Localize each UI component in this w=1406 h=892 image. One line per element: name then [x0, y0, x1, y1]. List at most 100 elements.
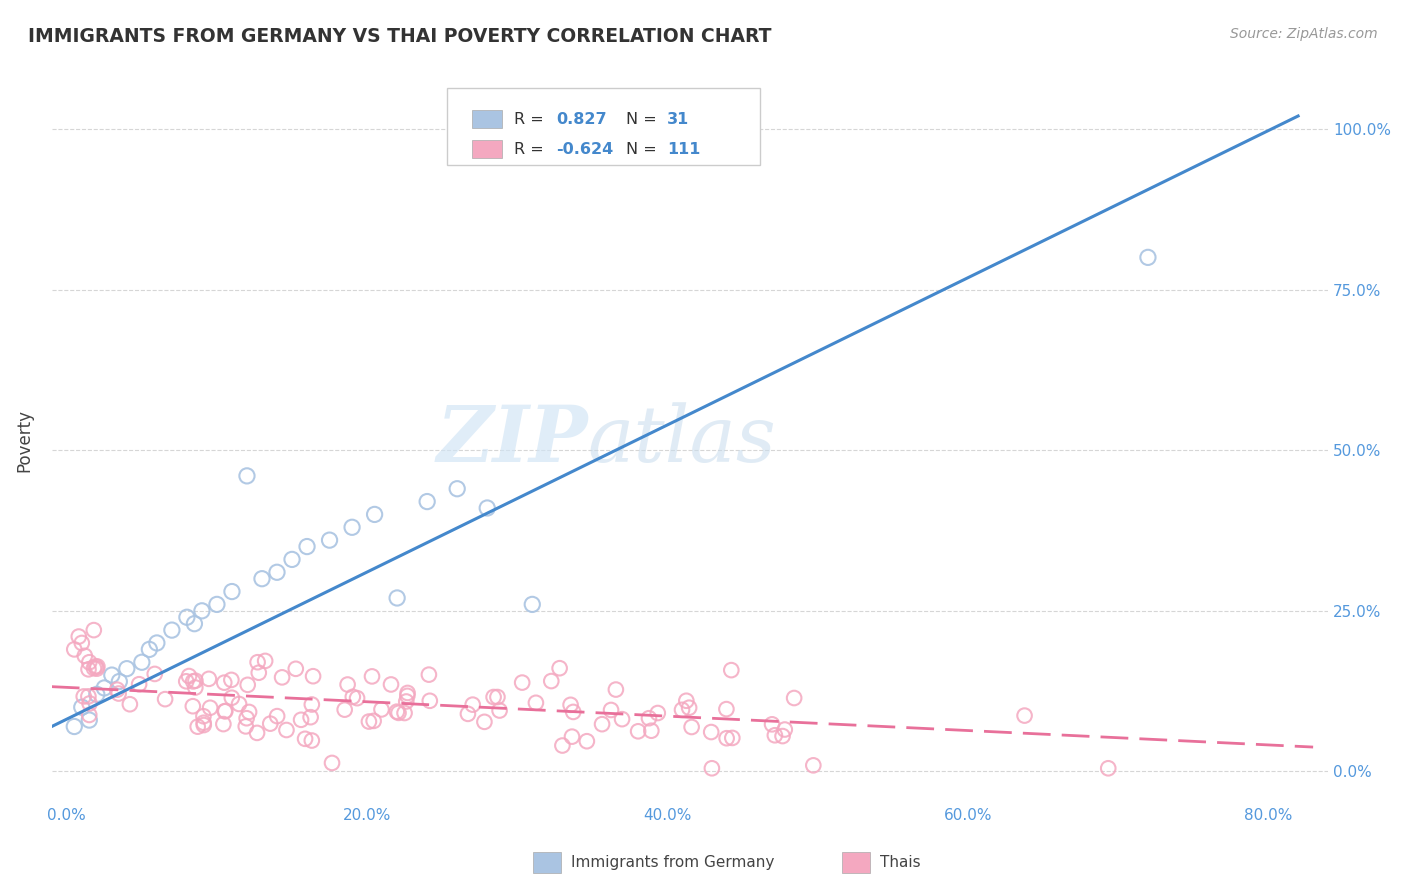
Point	[524, 696, 547, 710]
Point	[228, 697, 250, 711]
Point	[63, 642, 86, 657]
Point	[79, 713, 101, 727]
FancyBboxPatch shape	[447, 87, 761, 165]
Point	[721, 731, 744, 745]
Point	[700, 725, 723, 739]
Point	[73, 690, 96, 704]
Text: IMMIGRANTS FROM GERMANY VS THAI POVERTY CORRELATION CHART: IMMIGRANTS FROM GERMANY VS THAI POVERTY …	[28, 27, 772, 45]
Point	[575, 734, 598, 748]
Point	[763, 728, 786, 742]
Point	[247, 665, 270, 680]
Point	[259, 716, 281, 731]
Point	[236, 468, 259, 483]
Text: N =: N =	[626, 112, 662, 127]
Point	[83, 661, 105, 675]
Point	[198, 672, 221, 686]
Point	[181, 674, 204, 689]
Point	[716, 731, 738, 746]
Point	[418, 667, 440, 681]
Point	[1136, 251, 1159, 265]
Point	[193, 715, 215, 730]
Point	[191, 604, 214, 618]
Point	[77, 662, 100, 676]
Point	[610, 712, 633, 726]
Text: Immigrants from Germany: Immigrants from Germany	[571, 855, 775, 870]
Point	[700, 761, 723, 775]
Point	[416, 494, 439, 508]
Point	[551, 739, 574, 753]
Point	[128, 677, 150, 691]
Point	[86, 659, 108, 673]
Point	[488, 704, 510, 718]
Point	[266, 709, 288, 723]
Point	[394, 706, 416, 720]
Point	[302, 669, 325, 683]
Point	[486, 690, 509, 704]
Point	[396, 686, 419, 700]
Point	[301, 698, 323, 712]
Point	[174, 674, 197, 689]
Point	[560, 698, 582, 712]
Point	[246, 655, 269, 669]
Point	[419, 694, 441, 708]
Point	[638, 711, 661, 725]
Point	[299, 710, 322, 724]
Point	[79, 655, 101, 669]
Point	[77, 708, 100, 723]
Point	[457, 706, 479, 721]
Point	[333, 703, 356, 717]
Point	[221, 584, 243, 599]
Text: Thais: Thais	[880, 855, 921, 870]
Point	[160, 623, 183, 637]
Point	[321, 756, 343, 770]
Point	[184, 673, 207, 688]
Point	[561, 730, 583, 744]
Point	[336, 677, 359, 691]
Point	[235, 719, 257, 733]
Point	[363, 508, 385, 522]
Point	[671, 703, 693, 717]
Point	[107, 687, 129, 701]
Point	[773, 723, 796, 737]
Point	[600, 703, 623, 717]
Point	[357, 714, 380, 729]
Text: Source: ZipAtlas.com: Source: ZipAtlas.com	[1230, 27, 1378, 41]
Point	[301, 733, 323, 747]
Point	[131, 655, 153, 669]
Point	[783, 691, 806, 706]
Point	[118, 698, 141, 712]
Point	[93, 681, 115, 695]
Point	[250, 572, 273, 586]
Point	[221, 690, 243, 705]
Text: R =: R =	[513, 112, 548, 127]
Text: atlas: atlas	[588, 402, 776, 479]
Point	[361, 669, 384, 683]
Point	[86, 687, 108, 701]
Point	[70, 700, 93, 714]
Point	[342, 690, 364, 704]
Point	[271, 670, 294, 684]
Point	[214, 704, 236, 718]
Point	[177, 669, 200, 683]
Text: ZIP: ZIP	[436, 402, 588, 479]
Point	[212, 675, 235, 690]
Point	[295, 540, 318, 554]
Point	[115, 662, 138, 676]
Point	[761, 717, 783, 731]
Point	[548, 661, 571, 675]
Point	[101, 668, 124, 682]
Point	[387, 706, 409, 720]
Point	[198, 700, 221, 714]
Point	[477, 501, 499, 516]
Point	[346, 691, 368, 706]
Point	[73, 648, 96, 663]
Point	[138, 642, 160, 657]
Point	[205, 598, 228, 612]
Point	[84, 659, 107, 673]
Point	[108, 674, 131, 689]
Point	[640, 723, 662, 738]
Point	[235, 711, 257, 725]
Point	[562, 705, 585, 719]
Text: -0.624: -0.624	[555, 142, 613, 157]
Point	[77, 690, 100, 704]
